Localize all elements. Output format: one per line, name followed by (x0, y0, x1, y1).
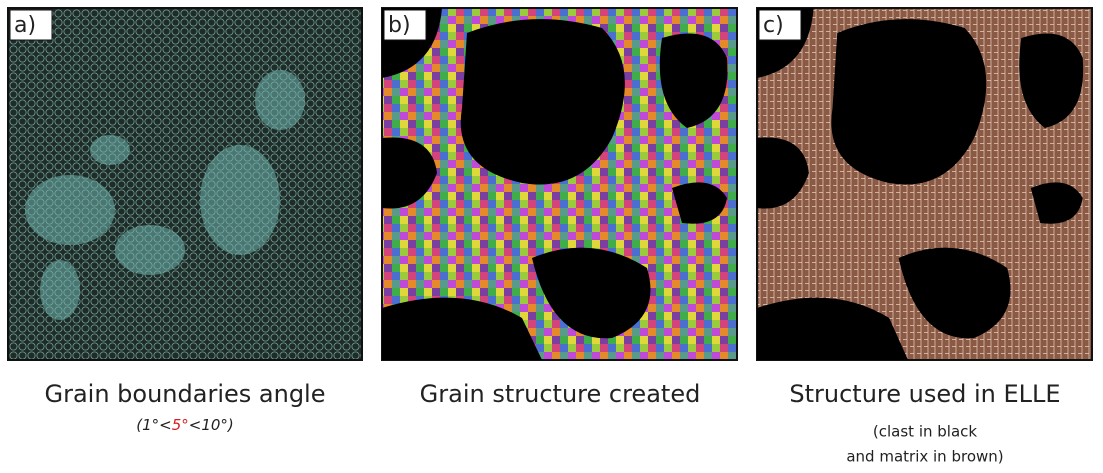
panel-label: c) (763, 13, 784, 38)
note: and matrix in brown) (846, 448, 1003, 466)
subcaption-part: (1°< (136, 416, 171, 434)
caption: Grain boundaries angle (45, 380, 326, 408)
panel-a: a) Grain boundaries angle (1°<5°<10°) (8, 8, 362, 434)
panel-label: a) (14, 13, 36, 38)
caption: Grain structure created (420, 380, 701, 408)
panel-b: b) Grain structure created (382, 8, 737, 408)
panel-label: b) (388, 13, 411, 38)
note: (clast in black (873, 423, 977, 441)
figure: a) Grain boundaries angle (1°<5°<10°) b)… (0, 0, 1103, 473)
subcaption-part: <10°) (189, 416, 234, 434)
panel-c: c) Structure used in ELLE (clast in blac… (757, 8, 1092, 466)
caption: Structure used in ELLE (789, 380, 1060, 408)
subcaption: (1°<5°<10°) (136, 416, 234, 434)
subcaption-highlight: 5° (172, 416, 189, 434)
